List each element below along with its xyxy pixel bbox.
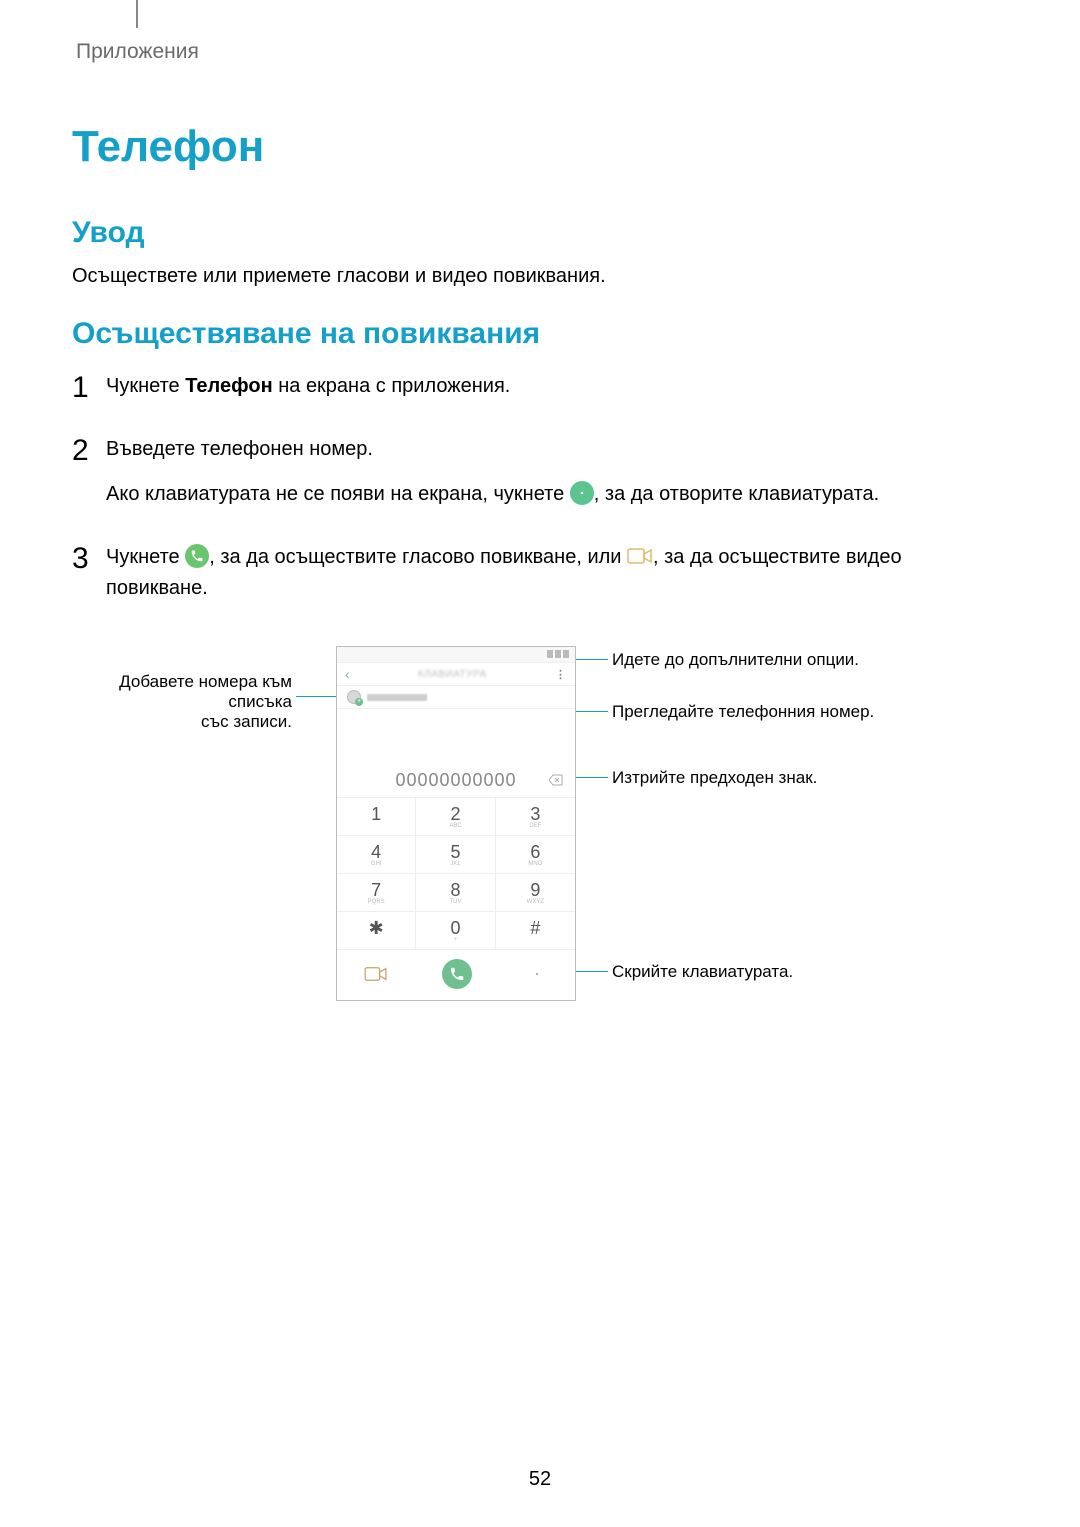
step1-post: на екрана с приложения. — [273, 375, 511, 397]
backspace-icon[interactable] — [549, 773, 563, 785]
callout-lead — [572, 659, 608, 660]
callout-text: със записи. — [72, 712, 292, 732]
steps-list: 1 Чукнете Телефон на екрана с приложения… — [72, 371, 1008, 618]
step2-line2b: , за да отворите клавиатурата. — [594, 483, 879, 505]
contact-suggestion-row[interactable]: + — [337, 685, 575, 709]
key-digit: 9 — [530, 880, 540, 901]
key-sub: TUV — [449, 899, 461, 905]
contact-name-blur — [367, 694, 427, 701]
key-8[interactable]: 8TUV — [416, 874, 495, 912]
callout-backspace: Изтрийте предходен знак. — [612, 768, 817, 788]
status-icon — [563, 650, 569, 658]
keypad: 1 2ABC 3DEF 4GHI 5JKL 6MNO 7PQRS 8TUV 9W… — [337, 797, 575, 950]
key-digit: 2 — [450, 804, 460, 825]
key-sub: PQRS — [368, 899, 385, 905]
callout-lead — [572, 777, 608, 778]
header-rule — [136, 0, 138, 28]
key-digit: 3 — [530, 804, 540, 825]
key-sub: MNO — [528, 861, 542, 867]
key-sub: GHI — [371, 861, 382, 867]
status-icon — [555, 650, 561, 658]
key-sub: ABC — [449, 823, 461, 829]
key-6[interactable]: 6MNO — [496, 836, 575, 874]
keypad-icon — [570, 481, 594, 505]
section-calls-heading: Осъществяване на повиквания — [72, 317, 1008, 351]
callout-hide-keypad: Скрийте клавиатурата. — [612, 962, 793, 982]
callout-text: Добавете номера към списъка — [72, 672, 292, 712]
key-digit: ✱ — [369, 918, 384, 939]
voice-call-button[interactable] — [442, 959, 472, 989]
step-2: 2 Въведете телефонен номер. Ако клавиату… — [72, 434, 1008, 524]
key-9[interactable]: 9WXYZ — [496, 874, 575, 912]
key-sub: WXYZ — [527, 899, 544, 905]
key-digit: 0 — [450, 918, 460, 939]
key-sub: DEF — [529, 823, 541, 829]
key-5[interactable]: 5JKL — [416, 836, 495, 874]
phone-number-row: 00000000000 — [337, 763, 575, 797]
callout-preview-number: Прегледайте телефонния номер. — [612, 702, 874, 722]
page-title: Телефон — [72, 122, 1008, 172]
contact-avatar-icon: + — [347, 690, 361, 704]
entered-number: 00000000000 — [395, 770, 516, 791]
call-icon — [185, 544, 209, 568]
hide-keypad-button[interactable] — [526, 966, 548, 982]
section-intro-heading: Увод — [72, 216, 1008, 250]
phone-figure: Добавете номера към списъка със записи. … — [72, 646, 1008, 1026]
step-1: 1 Чукнете Телефон на екрана с приложения… — [72, 371, 1008, 416]
back-icon[interactable]: ‹ — [345, 667, 350, 681]
step3-b: , за да осъществите гласово повикване, и… — [209, 546, 627, 568]
video-icon — [627, 546, 653, 566]
key-digit: 6 — [530, 842, 540, 863]
step-number: 2 — [72, 434, 106, 467]
phone-header-title: КЛАВИАТУРА — [418, 669, 487, 680]
key-star[interactable]: ✱ — [337, 912, 416, 950]
key-sub: + — [454, 937, 458, 943]
key-3[interactable]: 3DEF — [496, 798, 575, 836]
step3-a: Чукнете — [106, 546, 185, 568]
step-number: 1 — [72, 371, 106, 404]
key-digit: 5 — [450, 842, 460, 863]
callout-more-options: Идете до допълнителни опции. — [612, 650, 859, 670]
key-digit: 1 — [371, 804, 381, 825]
key-1[interactable]: 1 — [337, 798, 416, 836]
phone-status-bar — [337, 647, 575, 663]
phone-header: ‹ КЛАВИАТУРА ⋮ — [337, 663, 575, 685]
key-4[interactable]: 4GHI — [337, 836, 416, 874]
key-digit: # — [530, 918, 540, 939]
step1-bold: Телефон — [185, 375, 272, 397]
video-call-button[interactable] — [364, 965, 388, 983]
more-icon[interactable]: ⋮ — [555, 668, 567, 681]
callout-add-contact: Добавете номера към списъка със записи. — [72, 672, 292, 732]
phone-mockup: ‹ КЛАВИАТУРА ⋮ + 00000000000 — [336, 646, 576, 1001]
key-0[interactable]: 0+ — [416, 912, 495, 950]
status-icon — [547, 650, 553, 658]
key-2[interactable]: 2ABC — [416, 798, 495, 836]
key-sub: JKL — [450, 861, 460, 867]
key-digit: 4 — [371, 842, 381, 863]
step2-line2a: Ако клавиатурата не се появи на екрана, … — [106, 483, 570, 505]
key-digit: 7 — [371, 880, 381, 901]
add-icon: + — [355, 698, 363, 706]
step2-line1: Въведете телефонен номер. — [106, 434, 1008, 465]
step1-pre: Чукнете — [106, 375, 185, 397]
step-3: 3 Чукнете , за да осъществите гласово по… — [72, 542, 1008, 618]
phone-action-row — [337, 950, 575, 998]
step-number: 3 — [72, 542, 106, 575]
key-digit: 8 — [450, 880, 460, 901]
key-7[interactable]: 7PQRS — [337, 874, 416, 912]
breadcrumb: Приложения — [76, 40, 1008, 64]
intro-text: Осъществете или приемете гласови и видео… — [72, 262, 1008, 291]
page-number: 52 — [0, 1468, 1080, 1491]
key-hash[interactable]: # — [496, 912, 575, 950]
phone-spacer — [337, 709, 575, 763]
